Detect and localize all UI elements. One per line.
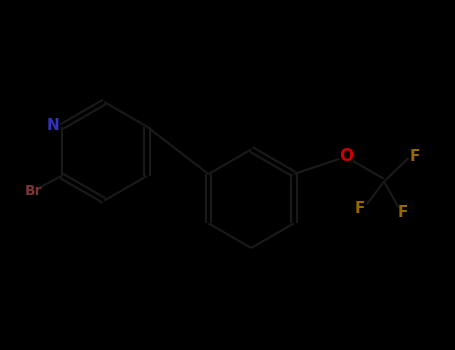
Text: F: F [398, 205, 408, 220]
Text: F: F [410, 148, 420, 163]
Text: Br: Br [25, 184, 42, 198]
Text: O: O [339, 147, 353, 165]
Text: N: N [47, 118, 60, 133]
Text: F: F [355, 201, 365, 216]
